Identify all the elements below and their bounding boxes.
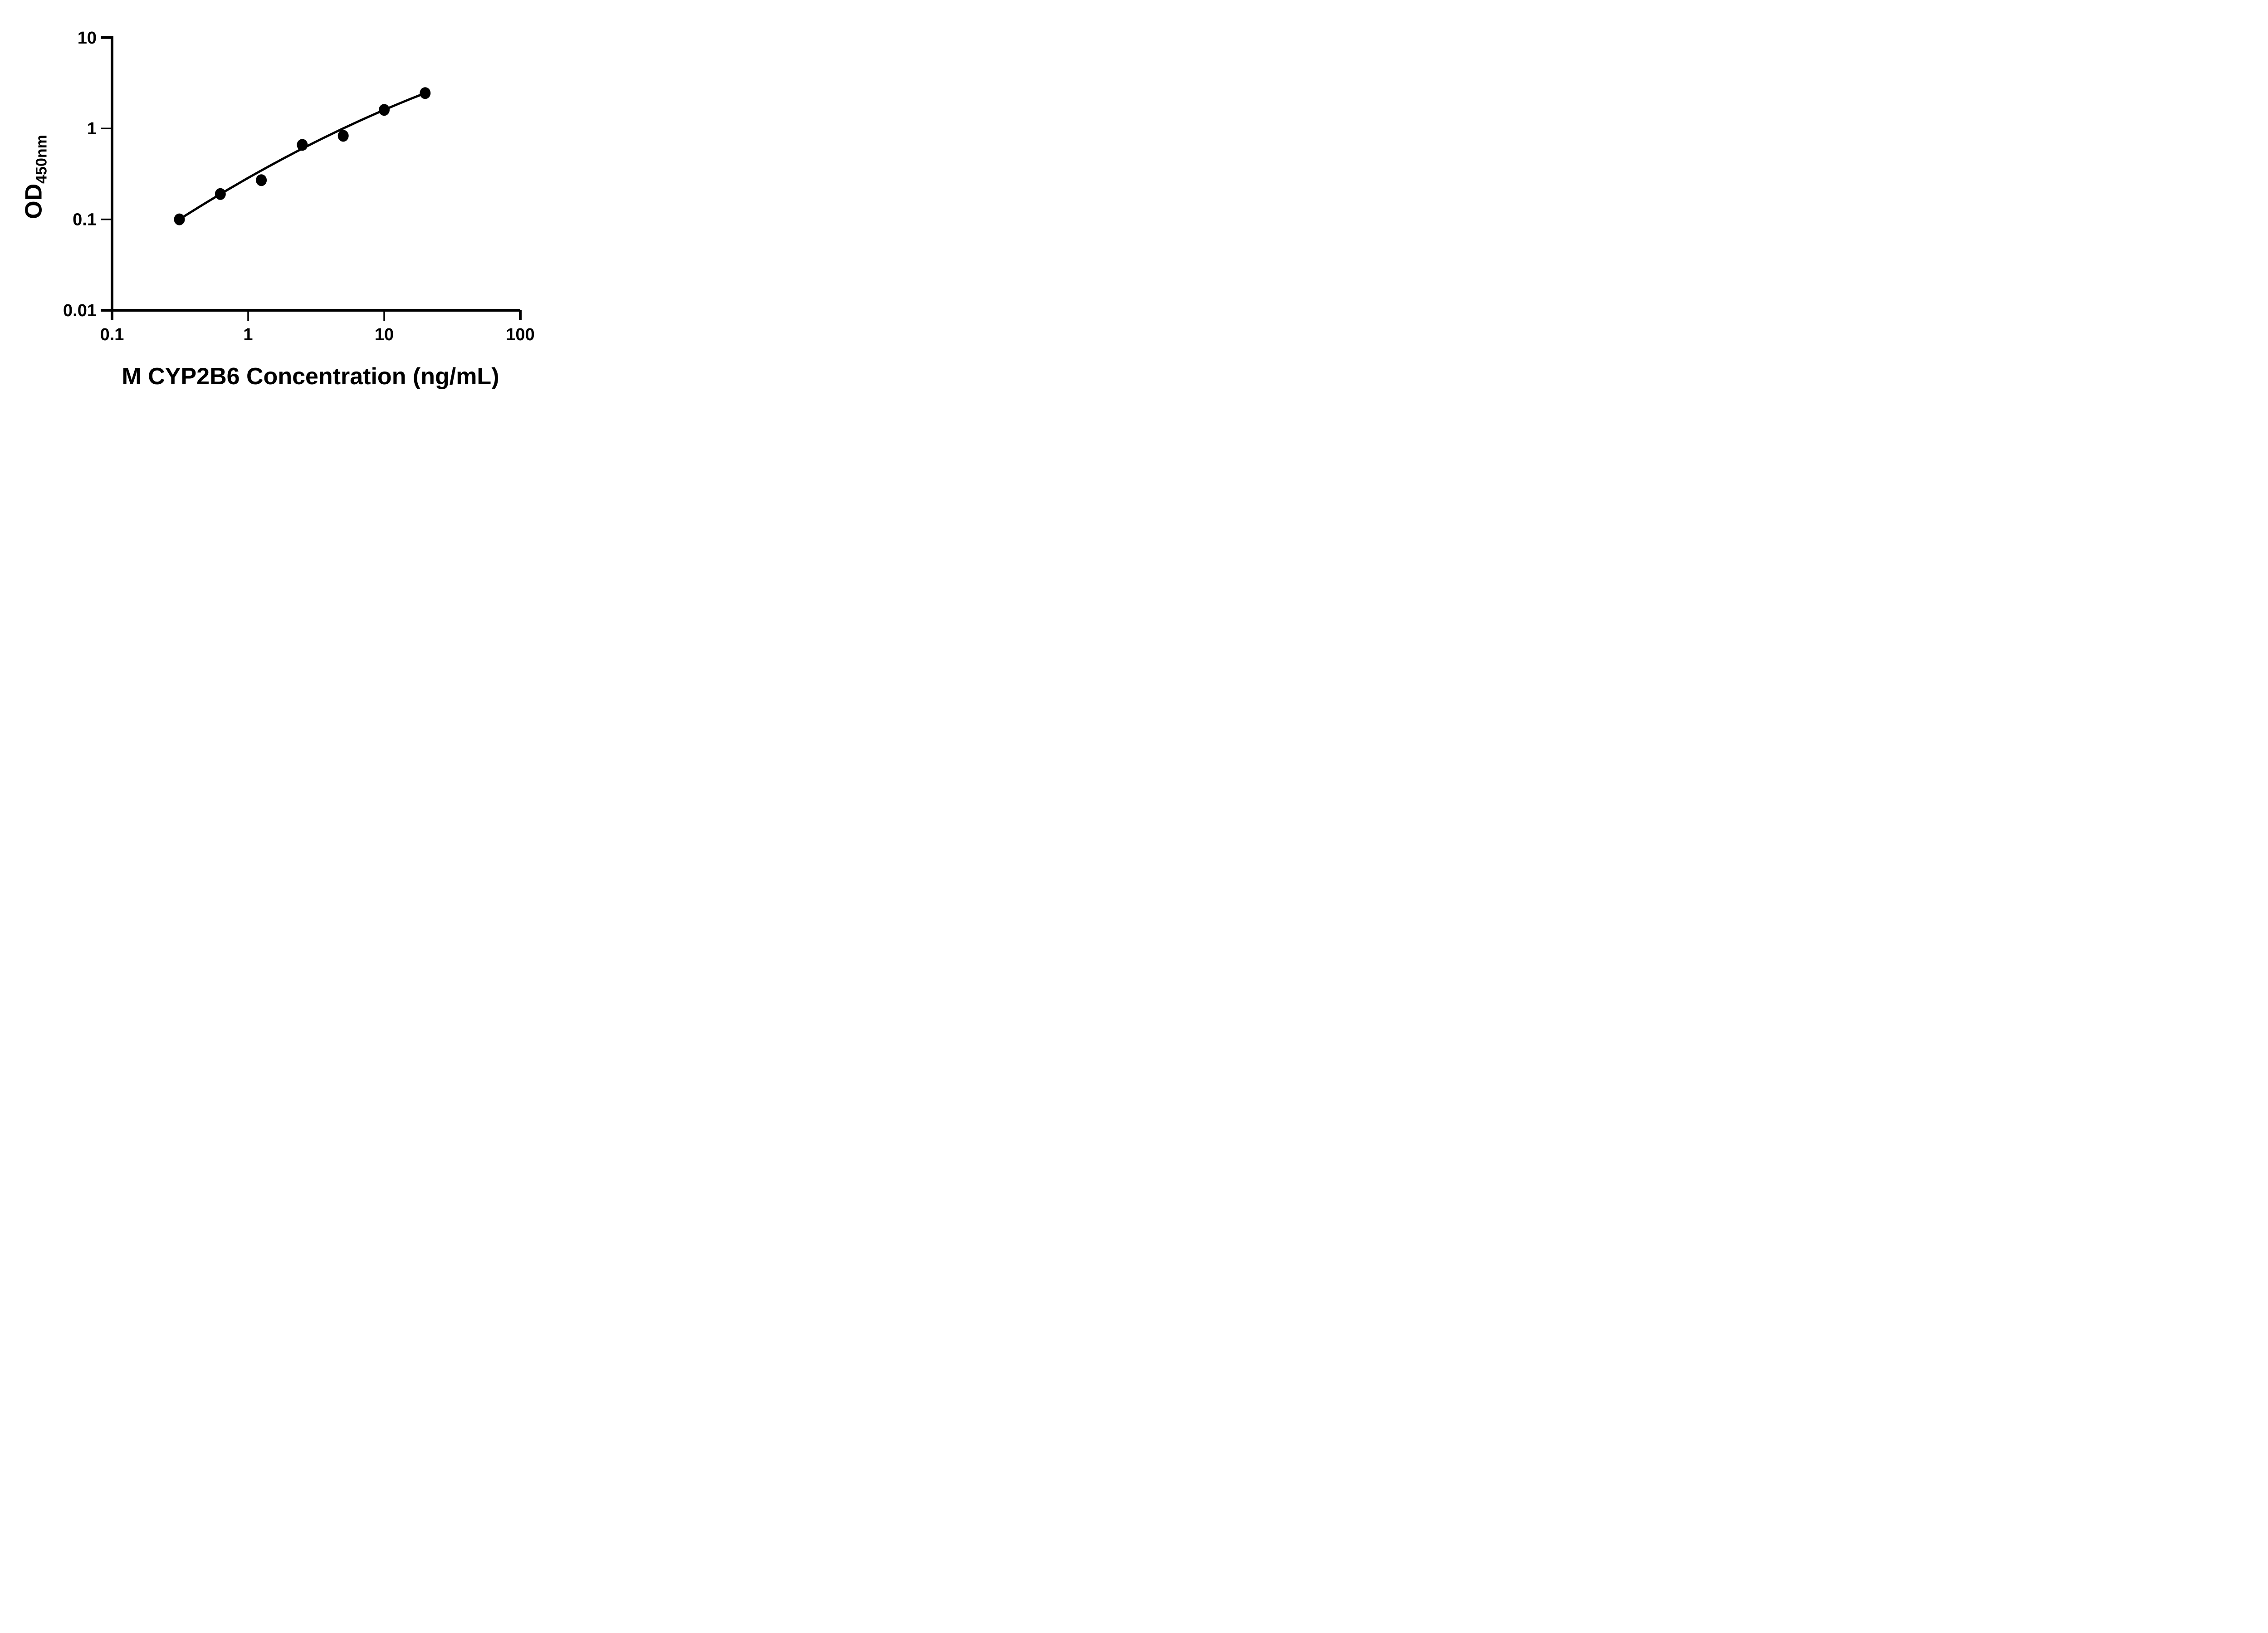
- x-tick-label-1: 1: [243, 325, 253, 344]
- y-tick-label-10: 10: [78, 29, 97, 48]
- x-tick-labels: 0.1 1 10 100: [100, 325, 535, 344]
- y-tick-label-0.1: 0.1: [73, 210, 97, 230]
- x-axis-title: M CYP2B6 Concentration (ng/mL): [122, 363, 499, 390]
- data-points: [174, 87, 431, 225]
- x-tick-label-100: 100: [506, 325, 534, 344]
- data-point-6: [379, 104, 390, 116]
- y-axis-title: OD450nm: [20, 135, 50, 219]
- data-point-4: [297, 139, 308, 151]
- data-point-3: [256, 174, 267, 186]
- data-point-5: [337, 130, 349, 142]
- tick-marks: [101, 127, 385, 321]
- figure-page: 0.1 1 10 100 0.01 0.1 1 10 M CYP2B6 Concentrati…: [0, 0, 583, 408]
- x-tick-label-10: 10: [375, 325, 394, 344]
- y-axis-title-sub: 450nm: [33, 135, 50, 184]
- y-axis-title-main: OD: [20, 183, 47, 219]
- y-tick-labels: 0.01 0.1 1 10: [63, 29, 97, 320]
- y-tick-label-0.01: 0.01: [63, 301, 97, 320]
- data-point-1: [174, 213, 185, 225]
- data-point-7: [420, 87, 431, 99]
- y-tick-label-1: 1: [87, 119, 97, 138]
- x-tick-label-0.1: 0.1: [100, 325, 124, 344]
- axes: [101, 36, 522, 320]
- data-point-2: [215, 188, 226, 200]
